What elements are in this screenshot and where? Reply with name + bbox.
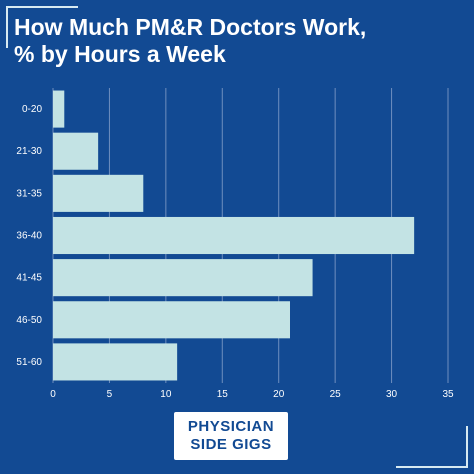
category-label-31-35: 31-35 [16, 188, 42, 199]
chart-title-line-2: % by Hours a Week [14, 41, 226, 67]
category-label-0-20: 0-20 [22, 104, 42, 115]
bar-51-60 [53, 343, 178, 381]
brand-logo-line-2: SIDE GIGS [190, 436, 272, 453]
frame-corner-top-left [6, 6, 78, 48]
x-tick-label-5: 25 [330, 389, 342, 400]
category-label-41-45: 41-45 [16, 273, 42, 284]
category-label-51-60: 51-60 [16, 357, 42, 368]
category-label-21-30: 21-30 [16, 146, 42, 157]
x-tick-label-2: 10 [160, 389, 172, 400]
bar-31-35 [53, 174, 144, 212]
category-label-36-40: 36-40 [16, 231, 42, 242]
chart-title-line-1: How Much PM&R Doctors Work, [14, 14, 367, 40]
x-tick-label-1: 5 [107, 389, 113, 400]
category-label-46-50: 46-50 [16, 315, 42, 326]
x-tick-label-7: 35 [442, 389, 454, 400]
chart-title: How Much PM&R Doctors Work, % by Hours a… [14, 14, 464, 68]
bar-41-45 [53, 259, 313, 297]
frame-corner-bottom-right [396, 426, 468, 468]
brand-logo: PHYSICIAN SIDE GIGS [174, 412, 288, 460]
bar-46-50 [53, 301, 290, 339]
x-tick-label-0: 0 [50, 389, 56, 400]
x-tick-label-6: 30 [386, 389, 398, 400]
bar-0-20 [53, 90, 65, 128]
bar-21-30 [53, 132, 99, 170]
x-tick-label-3: 15 [217, 389, 229, 400]
brand-logo-line-1: PHYSICIAN [187, 418, 275, 435]
bar-36-40 [53, 216, 415, 255]
x-tick-label-4: 20 [273, 389, 285, 400]
